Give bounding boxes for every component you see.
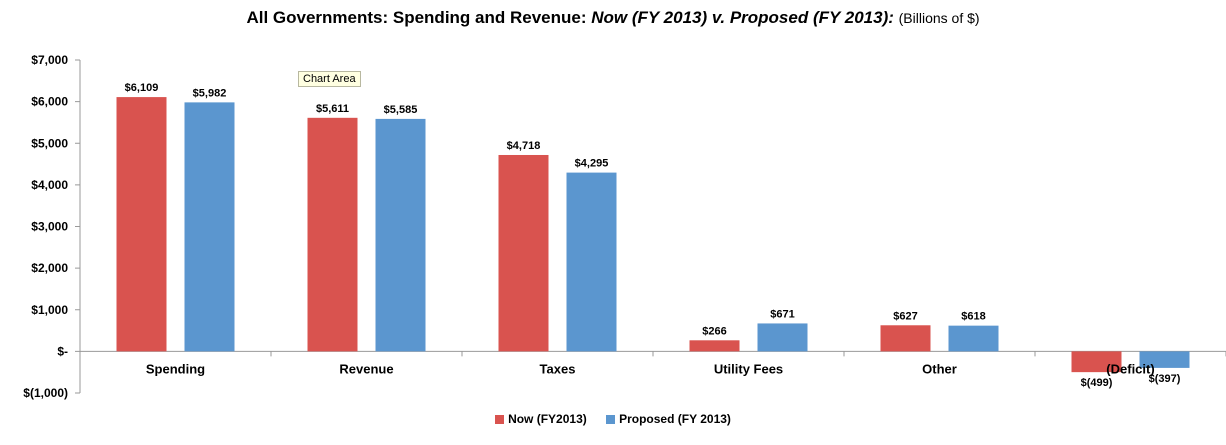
chart-title-italic: Now (FY 2013) v. Proposed (FY 2013):: [591, 8, 894, 27]
y-tick-label: $4,000: [31, 178, 68, 192]
bar-proposed: [948, 325, 999, 352]
bar-now: [1071, 351, 1122, 373]
y-tick-label: $3,000: [31, 220, 68, 234]
bar-proposed: [757, 323, 808, 352]
data-label: $671: [770, 308, 794, 320]
y-tick-label: $2,000: [31, 261, 68, 275]
chart-title-units: (Billions of $): [898, 10, 980, 26]
bar-now: [498, 154, 549, 352]
category-label: Revenue: [339, 361, 393, 376]
data-label: $(397): [1149, 373, 1181, 385]
chart-title-main: All Governments: Spending and Revenue:: [246, 8, 587, 27]
chart-title: All Governments: Spending and Revenue: N…: [0, 8, 1226, 28]
data-label: $4,718: [507, 140, 541, 152]
category-label: (Deficit): [1106, 361, 1154, 376]
legend-label-proposed: Proposed (FY 2013): [619, 412, 731, 426]
y-tick-label: $7,000: [31, 53, 68, 67]
chart-area-tooltip: Chart Area: [298, 71, 361, 87]
bar-now: [689, 340, 740, 352]
data-label: $627: [893, 310, 917, 322]
bar-proposed: [184, 102, 235, 352]
bar-now: [307, 117, 358, 352]
data-label: $5,585: [384, 104, 418, 116]
legend-item-now: Now (FY2013): [495, 412, 587, 426]
bar-proposed: [1139, 351, 1190, 368]
bar-now: [880, 325, 931, 352]
legend-item-proposed: Proposed (FY 2013): [606, 412, 731, 426]
y-tick-label: $-: [57, 344, 68, 358]
data-label: $6,109: [125, 82, 159, 94]
data-label: $5,611: [316, 103, 349, 115]
y-tick-label: $(1,000): [23, 386, 68, 400]
data-label: $(499): [1081, 377, 1113, 389]
legend-swatch-proposed: [606, 415, 616, 424]
category-label: Utility Fees: [714, 361, 783, 376]
data-label: $5,982: [193, 87, 227, 99]
legend-swatch-now: [495, 415, 505, 424]
y-tick-label: $5,000: [31, 136, 68, 150]
category-label: Spending: [146, 361, 205, 376]
bar-now: [116, 97, 167, 352]
y-tick-label: $1,000: [31, 303, 68, 317]
category-label: Other: [922, 361, 957, 376]
category-label: Taxes: [540, 361, 576, 376]
data-label: $4,295: [575, 158, 609, 170]
y-tick-label: $6,000: [31, 95, 68, 109]
legend: Now (FY2013) Proposed (FY 2013): [0, 412, 1226, 426]
legend-label-now: Now (FY2013): [508, 412, 587, 426]
data-label: $266: [702, 325, 726, 337]
bar-proposed: [566, 172, 617, 352]
data-label: $618: [961, 311, 985, 323]
bar-proposed: [375, 118, 426, 352]
